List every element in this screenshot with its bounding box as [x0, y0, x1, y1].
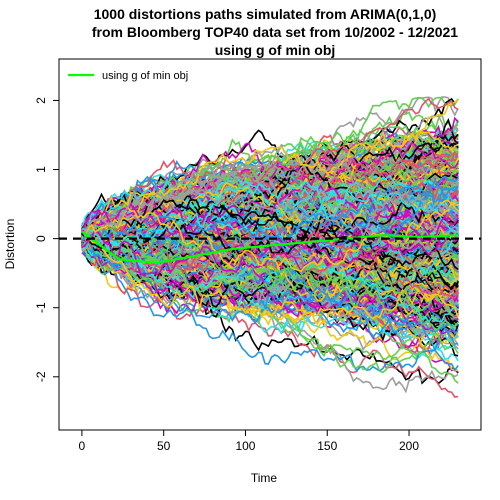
series-path — [81, 187, 459, 239]
series-path — [81, 235, 459, 320]
chart-title-line-2: from Bloomberg TOP40 data set from 10/20… — [92, 24, 458, 40]
y-tick-label: 2 — [34, 97, 48, 104]
x-axis-label: Time — [251, 471, 278, 485]
y-tick-label: -2 — [34, 371, 48, 382]
chart-title-line-3: using g of min obj — [215, 42, 336, 58]
y-axis: -2 -1 0 1 2 — [34, 97, 59, 382]
series-path — [81, 130, 459, 242]
series-path — [81, 181, 459, 247]
y-tick-label: -1 — [34, 302, 48, 313]
x-tick-label: 100 — [235, 439, 255, 453]
series-path — [81, 221, 459, 296]
series-path — [81, 233, 459, 324]
series-path — [81, 233, 459, 318]
series-path — [81, 200, 459, 273]
x-tick-label: 50 — [157, 439, 171, 453]
x-tick-label: 150 — [317, 439, 337, 453]
y-tick-label: 1 — [34, 166, 48, 173]
series-path — [81, 148, 459, 246]
y-tick-label: 0 — [34, 235, 48, 242]
legend-entry-label: using g of min obj — [102, 70, 188, 82]
series-path — [81, 182, 459, 238]
y-axis-label: Distortion — [3, 219, 17, 270]
x-axis: 0 50 100 150 200 — [79, 430, 419, 453]
chart-title-line-1: 1000 distortions paths simulated from AR… — [94, 6, 437, 22]
x-tick-label: 200 — [399, 439, 419, 453]
highlight-path — [81, 230, 459, 264]
legend: using g of min obj — [68, 70, 188, 82]
series-path — [81, 232, 459, 372]
x-tick-label: 0 — [79, 439, 86, 453]
plot-frame — [58, 58, 482, 431]
paths-layer — [81, 96, 459, 398]
series-path — [81, 200, 459, 255]
